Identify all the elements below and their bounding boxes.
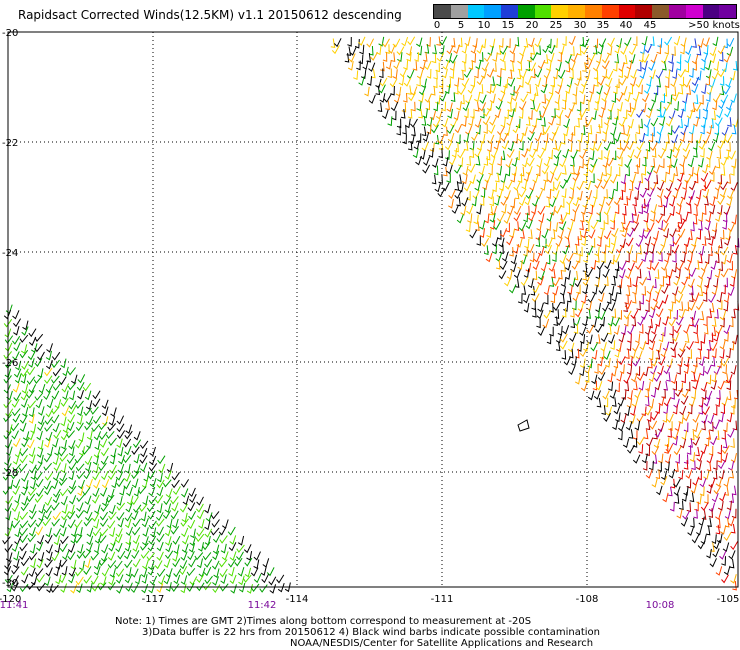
legend-swatch-1 bbox=[450, 5, 468, 18]
legend-swatch-14 bbox=[668, 5, 686, 18]
lat-tick-3: -26 bbox=[2, 358, 18, 369]
legend-color-bar bbox=[433, 4, 737, 19]
legend-swatch-0 bbox=[434, 5, 451, 18]
legend-label-0: 0 bbox=[433, 20, 441, 31]
legend-label-8: 40 bbox=[619, 20, 633, 31]
note-line-3: NOAA/NESDIS/Center for Satellite Applica… bbox=[290, 638, 594, 649]
lon-tick-1: -117 bbox=[142, 594, 165, 605]
legend-swatch-8 bbox=[568, 5, 586, 18]
lat-tick-2: -24 bbox=[2, 248, 18, 259]
legend-swatch-2 bbox=[467, 5, 485, 18]
lat-tick-5: -30 bbox=[2, 578, 18, 589]
lon-tick-4: -108 bbox=[576, 594, 599, 605]
legend-swatch-11 bbox=[618, 5, 636, 18]
wind-speed-legend: 0 5 10 15 20 25 30 35 40 45 >50 knots bbox=[433, 4, 740, 33]
lon-tick-0: -120 bbox=[0, 594, 21, 605]
legend-swatch-13 bbox=[652, 5, 669, 18]
legend-swatch-15 bbox=[685, 5, 703, 18]
lat-tick-4: -28 bbox=[2, 468, 18, 479]
lat-tick-0: -20 bbox=[2, 28, 18, 39]
legend-label-3: 15 bbox=[501, 20, 515, 31]
legend-label-6: 30 bbox=[573, 20, 587, 31]
legend-swatch-3 bbox=[484, 5, 502, 18]
legend-labels: 0 5 10 15 20 25 30 35 40 45 >50 knots bbox=[433, 19, 740, 33]
legend-label-10: >50 knots bbox=[688, 20, 740, 31]
legend-label-4: 20 bbox=[525, 20, 539, 31]
legend-swatch-5 bbox=[517, 5, 535, 18]
note-line-2: 3)Data buffer is 22 hrs from 20150612 4)… bbox=[142, 627, 600, 638]
axis-tick-labels: -120 -117 -114 -111 -108 -105 -20 -22 -24 -26 -28 -… bbox=[0, 28, 739, 611]
legend-swatch-16 bbox=[702, 5, 720, 18]
legend-label-9: 45 bbox=[643, 20, 657, 31]
note-line-1: Note: 1) Times are GMT 2)Times along bot… bbox=[115, 616, 532, 627]
legend-swatch-4 bbox=[501, 5, 518, 18]
wind-barbs-layer bbox=[2, 35, 740, 594]
legend-swatch-17 bbox=[719, 5, 737, 18]
legend-label-7: 35 bbox=[596, 20, 610, 31]
legend-swatch-10 bbox=[601, 5, 619, 18]
pass-time-0: 11:41 bbox=[0, 600, 28, 611]
island-outline bbox=[517, 419, 530, 432]
lon-tick-3: -111 bbox=[431, 594, 454, 605]
lat-tick-1: -22 bbox=[2, 138, 18, 149]
legend-label-1: 5 bbox=[457, 20, 465, 31]
legend-label-5: 25 bbox=[549, 20, 563, 31]
legend-swatch-12 bbox=[635, 5, 653, 18]
legend-swatch-7 bbox=[551, 5, 569, 18]
pass-time-1: 11:42 bbox=[248, 600, 277, 611]
map-frame bbox=[7, 31, 739, 588]
pass-time-2: 10:08 bbox=[646, 600, 675, 611]
lon-tick-5: -105 bbox=[717, 594, 740, 605]
lon-tick-2: -114 bbox=[286, 594, 309, 605]
map-grid bbox=[8, 32, 738, 587]
legend-label-2: 10 bbox=[477, 20, 491, 31]
legend-swatch-9 bbox=[585, 5, 602, 18]
map-title: Rapidsact Corrected Winds(12.5KM) v1.1 2… bbox=[18, 8, 402, 22]
legend-swatch-6 bbox=[534, 5, 552, 18]
